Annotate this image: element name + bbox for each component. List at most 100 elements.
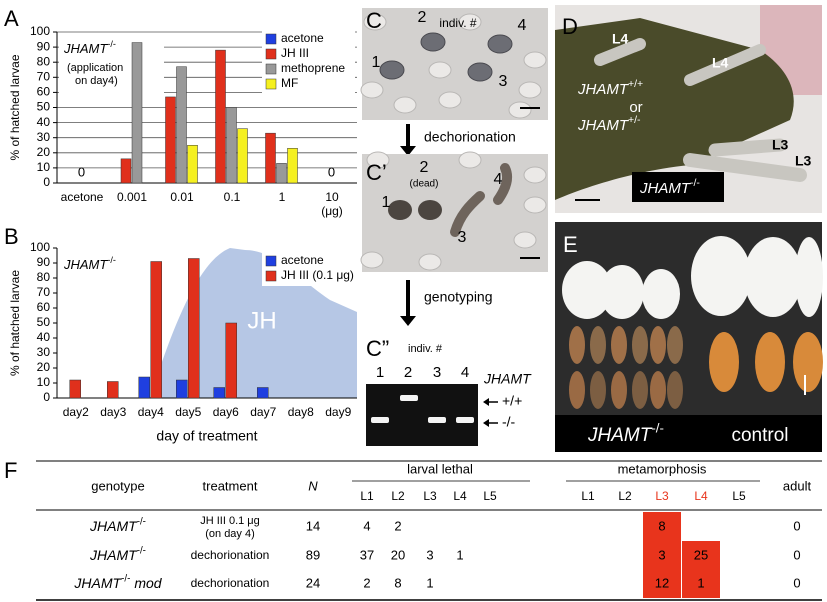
genotype-superscript: -/-: [121, 573, 130, 584]
x-tick-label: 1: [279, 190, 286, 204]
gene-name: JHAMT: [73, 575, 122, 591]
stage-header: L2: [618, 489, 632, 503]
egg: [523, 166, 547, 184]
y-axis-title: % of hatched larvae: [8, 270, 22, 376]
bar: [165, 96, 176, 184]
cell-value: 1: [697, 575, 704, 590]
bar: [69, 379, 81, 399]
y-tick-label: 20: [37, 360, 51, 374]
y-tick-label: 80: [37, 270, 51, 284]
group-label: control: [731, 425, 788, 446]
column-header: metamorphosis: [618, 461, 707, 476]
pupa: [611, 326, 627, 364]
stage-header: L5: [732, 489, 746, 503]
highlight-cell: [682, 541, 720, 570]
bar: [225, 322, 237, 399]
cell-value: 1: [426, 575, 433, 590]
x-tick-label: 0.1: [224, 190, 241, 204]
pupa: [590, 371, 606, 409]
y-tick-label: 60: [37, 300, 51, 314]
egg: [360, 81, 384, 99]
header: indiv. #: [439, 16, 476, 30]
step-label: dechorionation: [424, 129, 516, 145]
cell-value: 25: [694, 547, 708, 562]
x-tick-label: day8: [288, 405, 314, 419]
stage-header: L4: [453, 489, 467, 503]
header: indiv. #: [408, 343, 443, 355]
gel-band: [371, 417, 389, 423]
genotype-superscript: -/-: [137, 516, 146, 527]
treatment: JH III 0.1 μg: [200, 515, 260, 527]
column-header: adult: [783, 478, 812, 493]
individual-number: 1: [382, 194, 391, 211]
cell-value: 12: [655, 575, 669, 590]
genotype: JHAMT-/-: [639, 177, 700, 197]
genotype: JHAMT-/-: [89, 545, 146, 563]
pupa: [569, 326, 585, 364]
legend-label: acetone: [281, 31, 324, 45]
cell-value: 24: [306, 575, 320, 590]
arrow-head: [400, 316, 416, 326]
conjunction: or: [629, 99, 642, 116]
cell-value: 20: [391, 547, 405, 562]
stage-header: L3: [423, 489, 437, 503]
larva: [450, 191, 485, 237]
larva: [684, 44, 766, 86]
genotype-suffix: mod: [134, 575, 162, 591]
larva: [708, 138, 787, 157]
lane-number: 2: [404, 364, 412, 381]
gel-band: [456, 417, 474, 423]
cell-value: 3: [658, 547, 665, 562]
note: on day4): [75, 75, 118, 87]
cell-value: 8: [394, 575, 401, 590]
stage-header: L1: [360, 489, 374, 503]
bar: [176, 66, 187, 184]
gel-band: [428, 417, 446, 423]
y-tick-label: 10: [37, 375, 51, 389]
x-tick-label: day9: [325, 405, 351, 419]
pupa: [590, 326, 606, 364]
individual-number: 3: [458, 229, 467, 246]
genotype-superscript: -/-: [690, 177, 700, 189]
panel-letter: E: [563, 232, 578, 257]
panel-letter: F: [4, 458, 17, 483]
bar: [287, 148, 298, 184]
bar: [150, 261, 162, 399]
pupa: [632, 326, 648, 364]
dead-larva: [418, 200, 442, 220]
x-tick-label: day4: [138, 405, 164, 419]
bar: [213, 387, 225, 399]
column-header: genotype: [91, 478, 145, 493]
y-tick-label: 90: [37, 255, 51, 269]
pupa: [632, 371, 648, 409]
lane-number: 1: [376, 364, 384, 381]
band-label: +/+: [502, 393, 522, 409]
panel-letter: B: [4, 224, 19, 249]
panel-letter: C: [366, 8, 382, 33]
photo-caption-strip: [555, 415, 822, 452]
cocoon: [642, 269, 680, 319]
column-header: treatment: [203, 478, 258, 493]
gene-name: JHAMT: [63, 257, 108, 272]
genotype-superscript: +/-: [628, 114, 641, 126]
genotype-superscript: +/+: [628, 78, 643, 90]
legend-swatch: [265, 48, 277, 60]
treatment: dechorionation: [191, 548, 270, 562]
cell-value: 14: [306, 518, 320, 533]
arrow-head: [400, 146, 416, 156]
highlight-cell: [682, 569, 720, 598]
individual-number: 3: [499, 73, 508, 90]
cell-value: 0: [793, 518, 800, 533]
stage-header: L1: [581, 489, 595, 503]
panel-letter: C”: [366, 336, 389, 361]
bar: [276, 163, 287, 184]
bar: [131, 42, 143, 184]
band-arrow-head: [483, 419, 489, 427]
y-tick-label: 40: [37, 330, 51, 344]
genotype: JHAMT-/- mod: [73, 573, 162, 591]
gel: [366, 384, 478, 446]
pupa: [569, 371, 585, 409]
gene-name: JHAMT: [63, 41, 108, 56]
